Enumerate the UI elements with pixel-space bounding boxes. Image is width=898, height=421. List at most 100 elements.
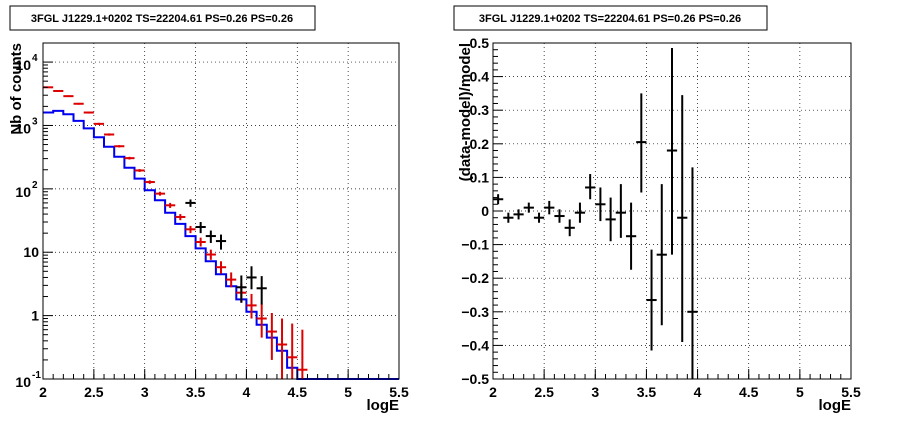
y-tick-base: 10 bbox=[15, 184, 31, 200]
red-point bbox=[195, 237, 206, 247]
residual-title-box bbox=[453, 5, 768, 31]
data-point bbox=[256, 276, 267, 305]
y-tick-label: 0.1 bbox=[470, 169, 490, 185]
y-tick-label: 0.5 bbox=[470, 35, 490, 51]
red-point bbox=[134, 169, 145, 172]
y-tick-label: 0 bbox=[481, 203, 489, 219]
red-point bbox=[63, 95, 74, 98]
x-tick-label: 3 bbox=[141, 384, 149, 400]
counts-red-points bbox=[43, 86, 308, 379]
red-point bbox=[185, 225, 196, 234]
x-tick-label: 4 bbox=[694, 384, 702, 400]
residual-point bbox=[523, 202, 534, 213]
counts-grid bbox=[43, 43, 399, 379]
y-tick-base: 1 bbox=[31, 308, 39, 324]
residual-panel: 3FGL J1229.1+0202 TS=22204.61 PS=0.26 PS… bbox=[453, 5, 861, 414]
x-tick-label: 2.5 bbox=[534, 384, 554, 400]
red-point bbox=[73, 102, 84, 105]
x-tick-label: 3 bbox=[591, 384, 599, 400]
red-point bbox=[124, 156, 135, 160]
x-tick-label: 3.5 bbox=[186, 384, 206, 400]
red-point bbox=[266, 312, 277, 360]
y-tick-base: 10 bbox=[23, 244, 39, 260]
y-tick-exponent: 3 bbox=[32, 116, 38, 127]
red-point bbox=[246, 293, 257, 319]
y-tick-base: 10 bbox=[15, 374, 31, 390]
counts-ticks bbox=[42, 61, 400, 380]
counts-x-axis-title: logE bbox=[367, 397, 400, 414]
red-point bbox=[276, 318, 288, 379]
y-tick-exponent: 4 bbox=[32, 53, 38, 64]
residual-point bbox=[687, 167, 698, 379]
y-tick-label: 10 4 bbox=[15, 53, 38, 73]
residual-point bbox=[646, 249, 657, 351]
red-point bbox=[165, 202, 176, 208]
y-tick-label: −0.3 bbox=[461, 304, 489, 320]
x-tick-label: 5.5 bbox=[389, 384, 409, 400]
y-tick-label: 10 -1 bbox=[15, 370, 41, 390]
residual-point bbox=[666, 48, 678, 255]
residual-ticks bbox=[492, 42, 852, 380]
data-point bbox=[215, 234, 227, 250]
y-tick-exponent: 2 bbox=[32, 180, 38, 191]
residual-point bbox=[615, 184, 626, 238]
counts-plot-frame bbox=[42, 42, 400, 380]
y-tick-base: 10 bbox=[15, 57, 31, 73]
x-tick-label: 5.5 bbox=[841, 384, 861, 400]
counts-title: 3FGL J1229.1+0202 TS=22204.61 PS=0.26 PS… bbox=[31, 13, 293, 25]
y-tick-label: 0.2 bbox=[470, 136, 490, 152]
red-point bbox=[297, 329, 308, 379]
x-tick-label: 2.5 bbox=[84, 384, 104, 400]
counts-data-points bbox=[185, 199, 267, 305]
y-tick-label: −0.2 bbox=[461, 270, 489, 286]
residual-point bbox=[625, 202, 637, 270]
residual-points bbox=[493, 48, 698, 379]
red-point bbox=[154, 191, 166, 196]
residual-point bbox=[605, 197, 616, 242]
y-tick-label: 10 2 bbox=[15, 180, 38, 200]
red-point bbox=[144, 180, 155, 184]
x-tick-label: 2 bbox=[489, 384, 497, 400]
y-tick-label: 10 bbox=[23, 244, 39, 260]
y-tick-label: 1 bbox=[31, 308, 39, 324]
residual-x-axis-title: logE bbox=[819, 397, 852, 414]
x-tick-label: 2 bbox=[39, 384, 47, 400]
data-point bbox=[205, 230, 216, 243]
residual-point bbox=[677, 95, 688, 343]
residual-y-tick-labels: −0.5 −0.4 −0.3 −0.2 −0.1 0 0.1 0.2 0.3 0.4 0.5 bbox=[461, 35, 489, 387]
residual-title: 3FGL J1229.1+0202 TS=22204.61 PS=0.26 PS… bbox=[479, 13, 741, 25]
counts-y-axis-title: Nb of counts bbox=[8, 43, 25, 135]
residual-point bbox=[585, 174, 596, 200]
red-point bbox=[114, 145, 125, 148]
residual-point bbox=[503, 212, 514, 223]
red-point bbox=[104, 133, 115, 136]
data-point bbox=[195, 221, 206, 234]
red-point bbox=[287, 323, 298, 379]
residual-point bbox=[595, 187, 606, 222]
residual-y-axis-title: (data-model)/model bbox=[457, 43, 474, 181]
data-point bbox=[246, 266, 257, 290]
red-point bbox=[83, 111, 94, 114]
y-tick-exponent: -1 bbox=[32, 370, 41, 381]
x-tick-label: 4.5 bbox=[288, 384, 308, 400]
y-tick-label: 10 3 bbox=[15, 116, 38, 136]
y-tick-label: 0.3 bbox=[470, 102, 490, 118]
residual-point bbox=[574, 202, 586, 223]
residual-point bbox=[513, 209, 524, 220]
red-point bbox=[215, 261, 227, 274]
counts-title-box bbox=[9, 5, 316, 31]
red-point bbox=[93, 122, 105, 125]
residual-point bbox=[656, 184, 667, 326]
counts-x-tick-labels: 2 2.5 3 3.5 4 4.5 5 5.5 bbox=[39, 384, 409, 400]
data-point bbox=[236, 275, 247, 303]
residual-point bbox=[493, 194, 504, 205]
y-tick-label: −0.5 bbox=[461, 371, 489, 387]
data-point bbox=[185, 199, 196, 207]
y-tick-label: −0.1 bbox=[461, 237, 489, 253]
red-point bbox=[205, 249, 216, 260]
residual-point bbox=[564, 219, 575, 237]
x-tick-label: 5 bbox=[344, 384, 352, 400]
red-point bbox=[256, 303, 267, 338]
